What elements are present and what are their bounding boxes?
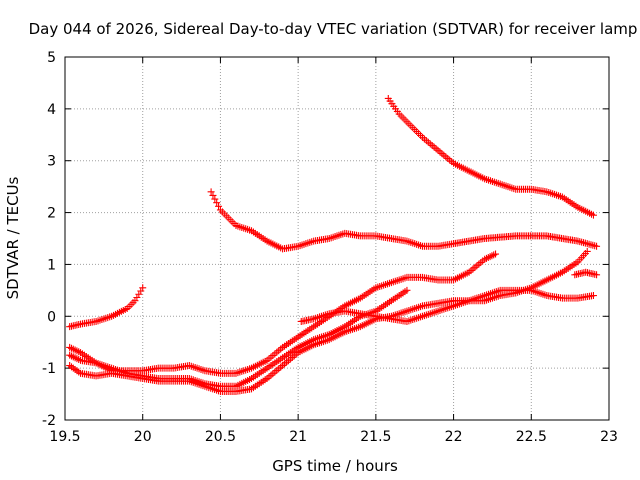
data-point [583, 247, 591, 255]
y-tick-label: 0 [47, 309, 56, 325]
y-tick-label: -1 [42, 361, 56, 377]
y-tick-label: 1 [47, 257, 56, 273]
series-sat-c [384, 94, 597, 219]
x-tick-label: 21.5 [360, 429, 391, 445]
data-point [593, 271, 601, 279]
x-axis-label: GPS time / hours [272, 457, 398, 475]
data-point [211, 195, 219, 203]
x-tick-label: 19.5 [49, 429, 80, 445]
y-tick-label: 2 [47, 206, 56, 222]
x-tick-label: 22.5 [516, 429, 547, 445]
series-sat-h [571, 268, 601, 279]
x-tick-label: 23 [600, 429, 618, 445]
y-axis-label: SDTVAR / TECUs [4, 176, 22, 299]
data-point [589, 211, 597, 219]
data-point [492, 250, 500, 258]
plot-frame [64, 56, 610, 421]
data-point [139, 284, 147, 292]
x-tick-label: 20.5 [205, 429, 236, 445]
data-point [589, 292, 597, 300]
series-sat-b [207, 188, 601, 253]
y-tick-label: 3 [47, 154, 56, 170]
y-tick-label: 5 [47, 50, 56, 66]
data-series [66, 94, 601, 395]
chart-title: Day 044 of 2026, Sidereal Day-to-day VTE… [29, 20, 638, 38]
series-sat-a [66, 284, 147, 331]
x-tick-label: 21 [289, 429, 307, 445]
data-point [593, 242, 601, 250]
x-tick-label: 20 [134, 429, 152, 445]
data-point [215, 202, 223, 210]
data-point [207, 188, 215, 196]
x-tick-label: 22 [445, 429, 463, 445]
y-tick-label: -2 [42, 413, 56, 429]
data-point [209, 191, 217, 199]
data-point [213, 199, 221, 207]
y-tick-label: 4 [47, 102, 56, 118]
data-point [403, 286, 411, 294]
series-sat-g [297, 286, 597, 325]
series-sat-d [66, 250, 500, 377]
